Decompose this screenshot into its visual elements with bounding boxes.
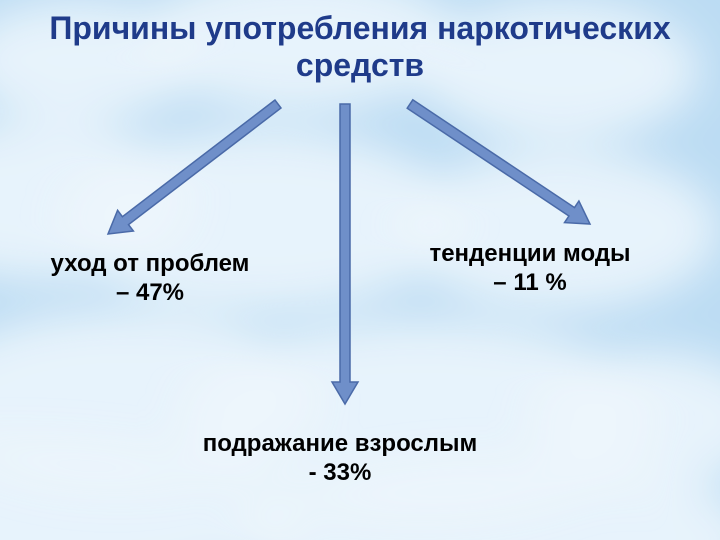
reason-1-percent: – 47% xyxy=(116,279,184,306)
slide: Причины употребления наркотических средс… xyxy=(0,0,720,540)
arrow-3 xyxy=(407,100,590,224)
arrow-1 xyxy=(108,100,281,234)
reason-1-text: уход от проблем xyxy=(51,250,250,277)
reason-2-percent: - 33% xyxy=(309,459,372,486)
reason-3: тенденции моды– 11 % xyxy=(400,240,660,298)
title-line1: Причины употребления наркотических средс… xyxy=(49,10,670,83)
arrow-2 xyxy=(332,104,358,404)
reason-1: уход от проблем– 47% xyxy=(20,250,280,308)
reason-3-percent: – 11 % xyxy=(493,269,566,296)
reason-3-text: тенденции моды xyxy=(429,240,630,267)
reason-2-text: подражание взрослым xyxy=(203,430,478,457)
slide-title: Причины употребления наркотических средс… xyxy=(0,10,720,84)
reason-2: подражание взрослым- 33% xyxy=(170,430,510,488)
